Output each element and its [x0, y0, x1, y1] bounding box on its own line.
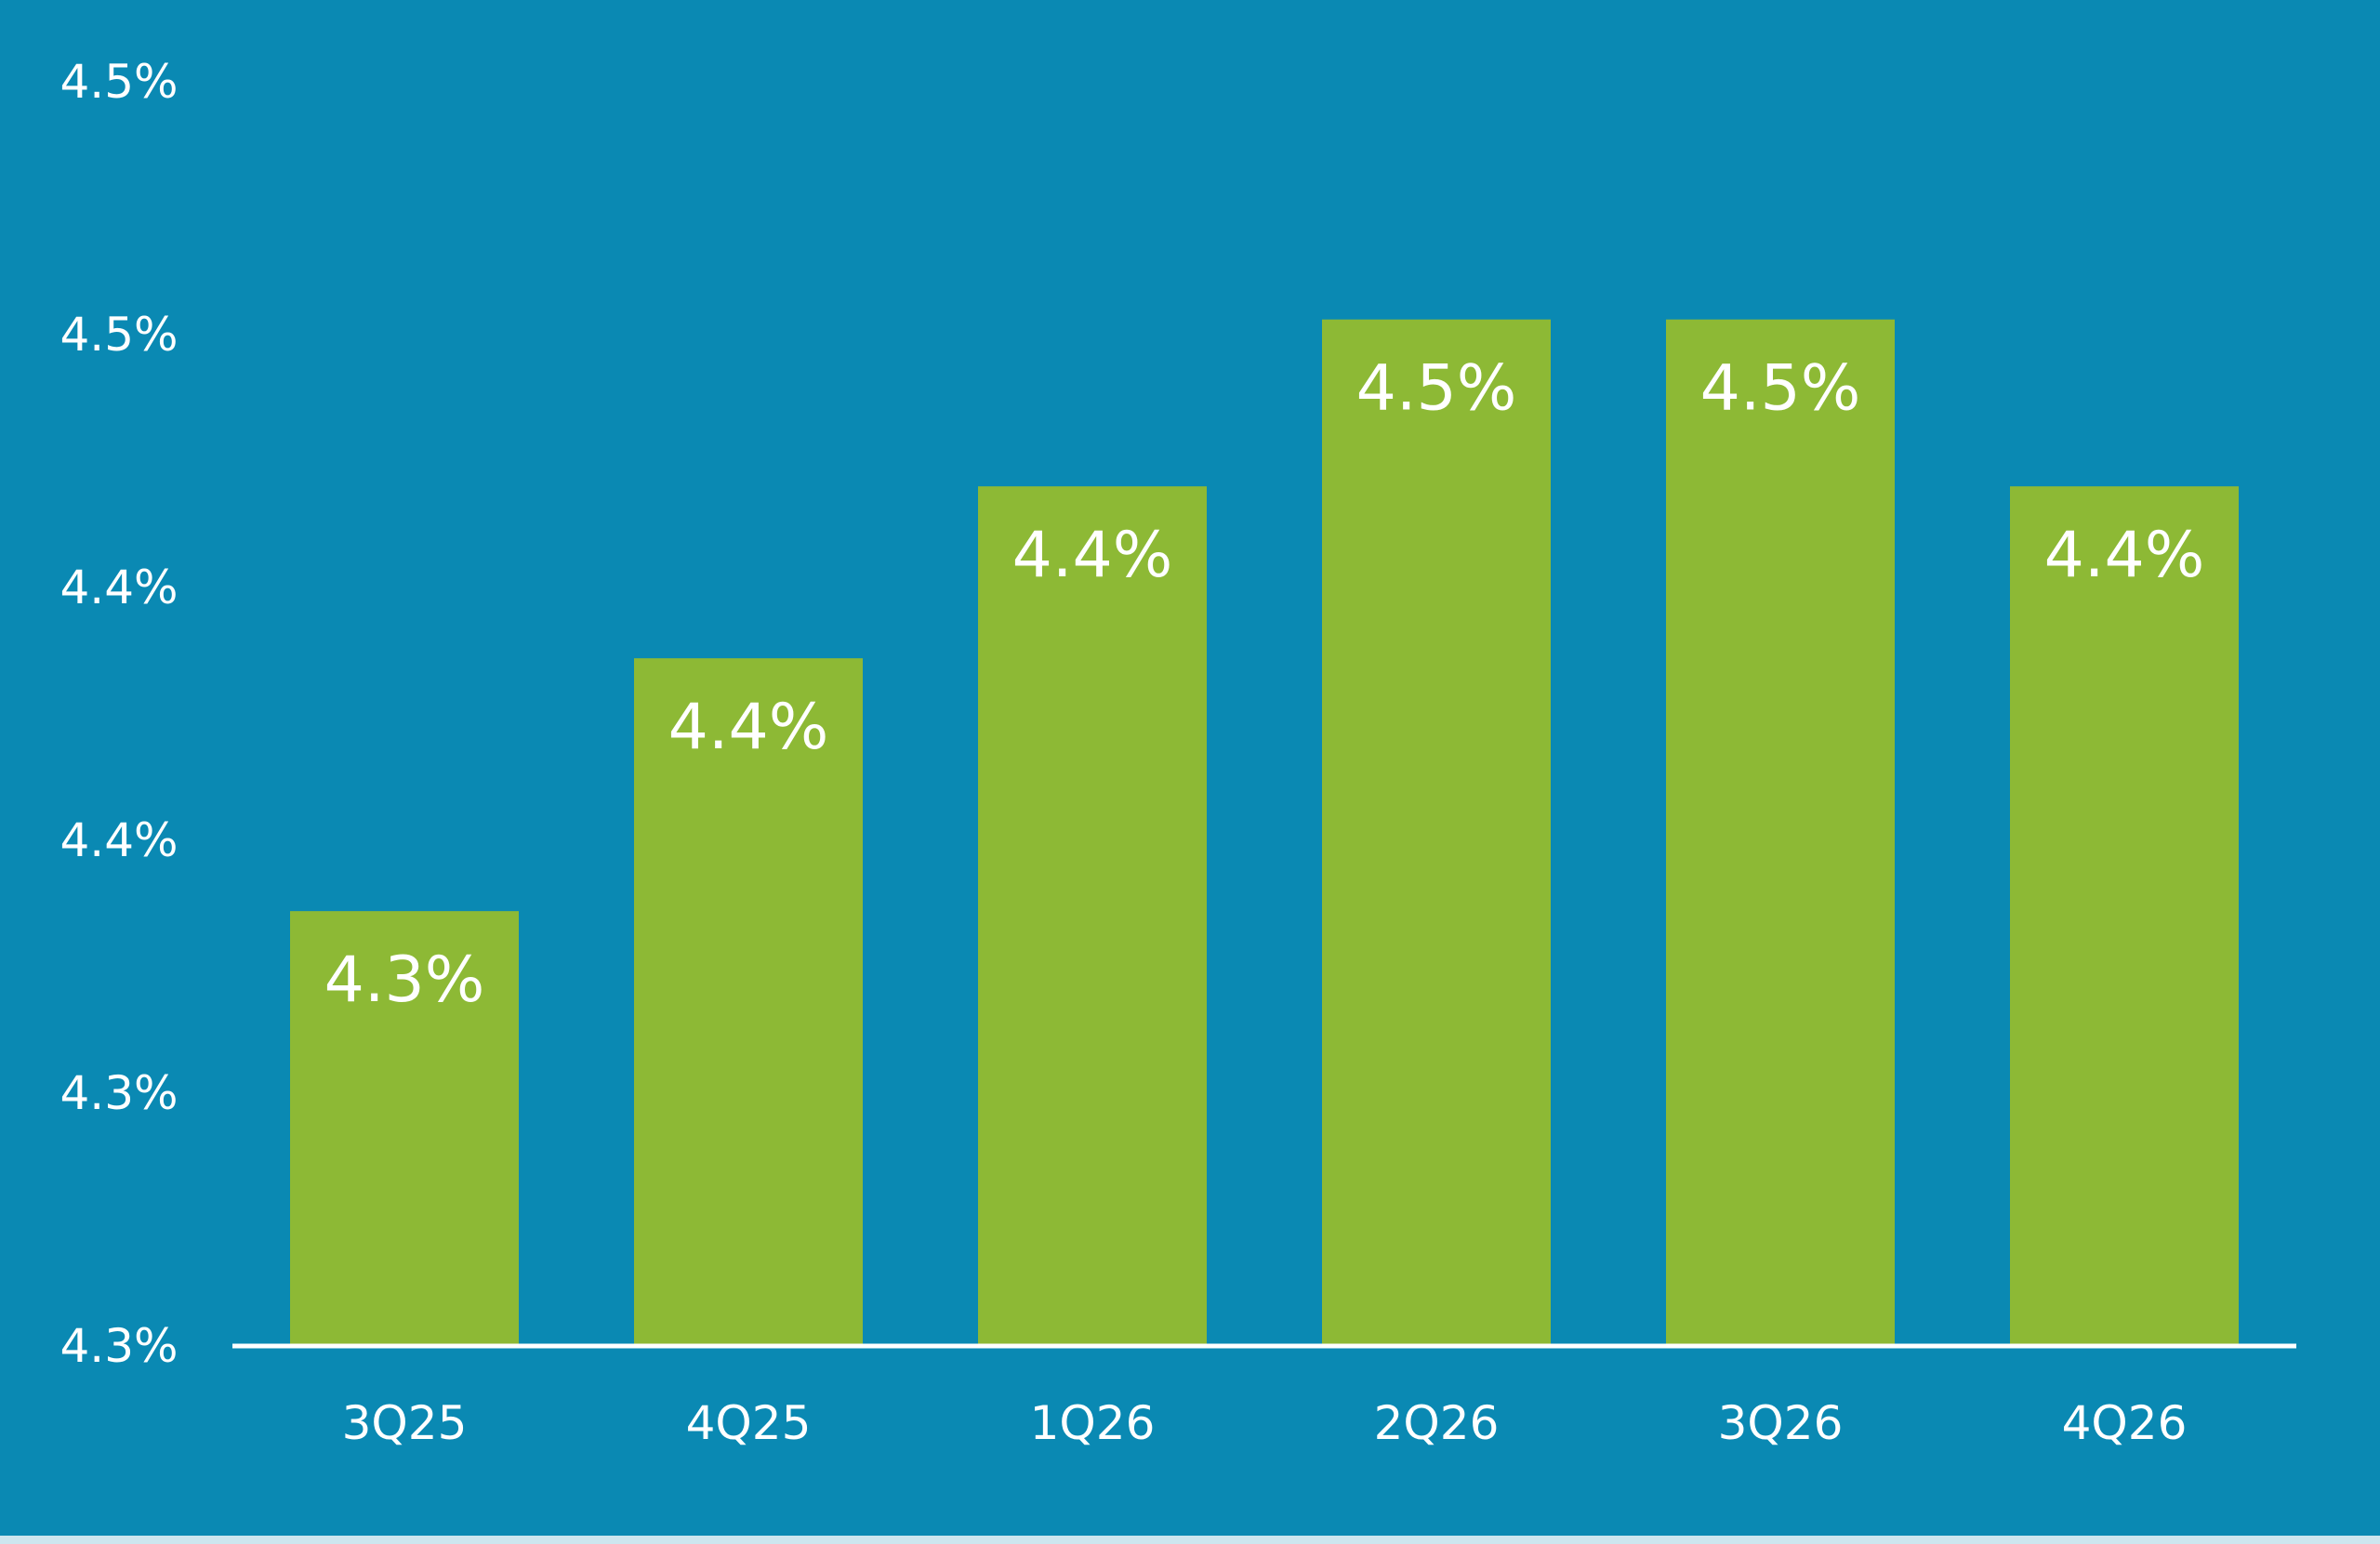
y-tick-label: 4.4% — [60, 561, 178, 614]
bars-group — [290, 319, 2239, 1347]
bar-3q26 — [1666, 319, 1895, 1347]
bar-4q25 — [634, 658, 863, 1346]
y-axis-ticks: 4.3% 4.3% 4.4% 4.4% 4.5% 4.5% — [60, 55, 178, 1373]
bar-data-label: 4.5% — [1700, 352, 1861, 426]
bar-2q26 — [1322, 319, 1551, 1347]
bar-data-label: 4.4% — [1012, 519, 1173, 592]
bottom-border — [0, 1536, 2380, 1544]
bar-data-label: 4.4% — [2044, 519, 2205, 592]
data-labels-group: 4.3% 4.4% 4.4% 4.5% 4.5% 4.4% — [324, 352, 2205, 1017]
bar-1q26 — [978, 486, 1207, 1346]
y-tick-label: 4.5% — [60, 55, 178, 109]
y-tick-label: 4.4% — [60, 813, 178, 867]
y-tick-label: 4.3% — [60, 1066, 178, 1120]
bar-3q25 — [290, 911, 519, 1346]
bar-data-label: 4.5% — [1356, 352, 1517, 426]
x-tick-label: 4Q25 — [686, 1396, 812, 1450]
x-tick-label: 3Q25 — [342, 1396, 468, 1450]
x-tick-label: 3Q26 — [1718, 1396, 1844, 1450]
bar-data-label: 4.4% — [668, 691, 829, 764]
bar-data-label: 4.3% — [324, 944, 485, 1017]
x-tick-label: 1Q26 — [1030, 1396, 1156, 1450]
x-tick-label: 4Q26 — [2062, 1396, 2188, 1450]
bar-4q26 — [2010, 486, 2239, 1346]
y-tick-label: 4.3% — [60, 1319, 178, 1373]
x-tick-label: 2Q26 — [1374, 1396, 1500, 1450]
x-axis-ticks: 3Q25 4Q25 1Q26 2Q26 3Q26 4Q26 — [342, 1396, 2188, 1450]
y-tick-label: 4.5% — [60, 308, 178, 362]
